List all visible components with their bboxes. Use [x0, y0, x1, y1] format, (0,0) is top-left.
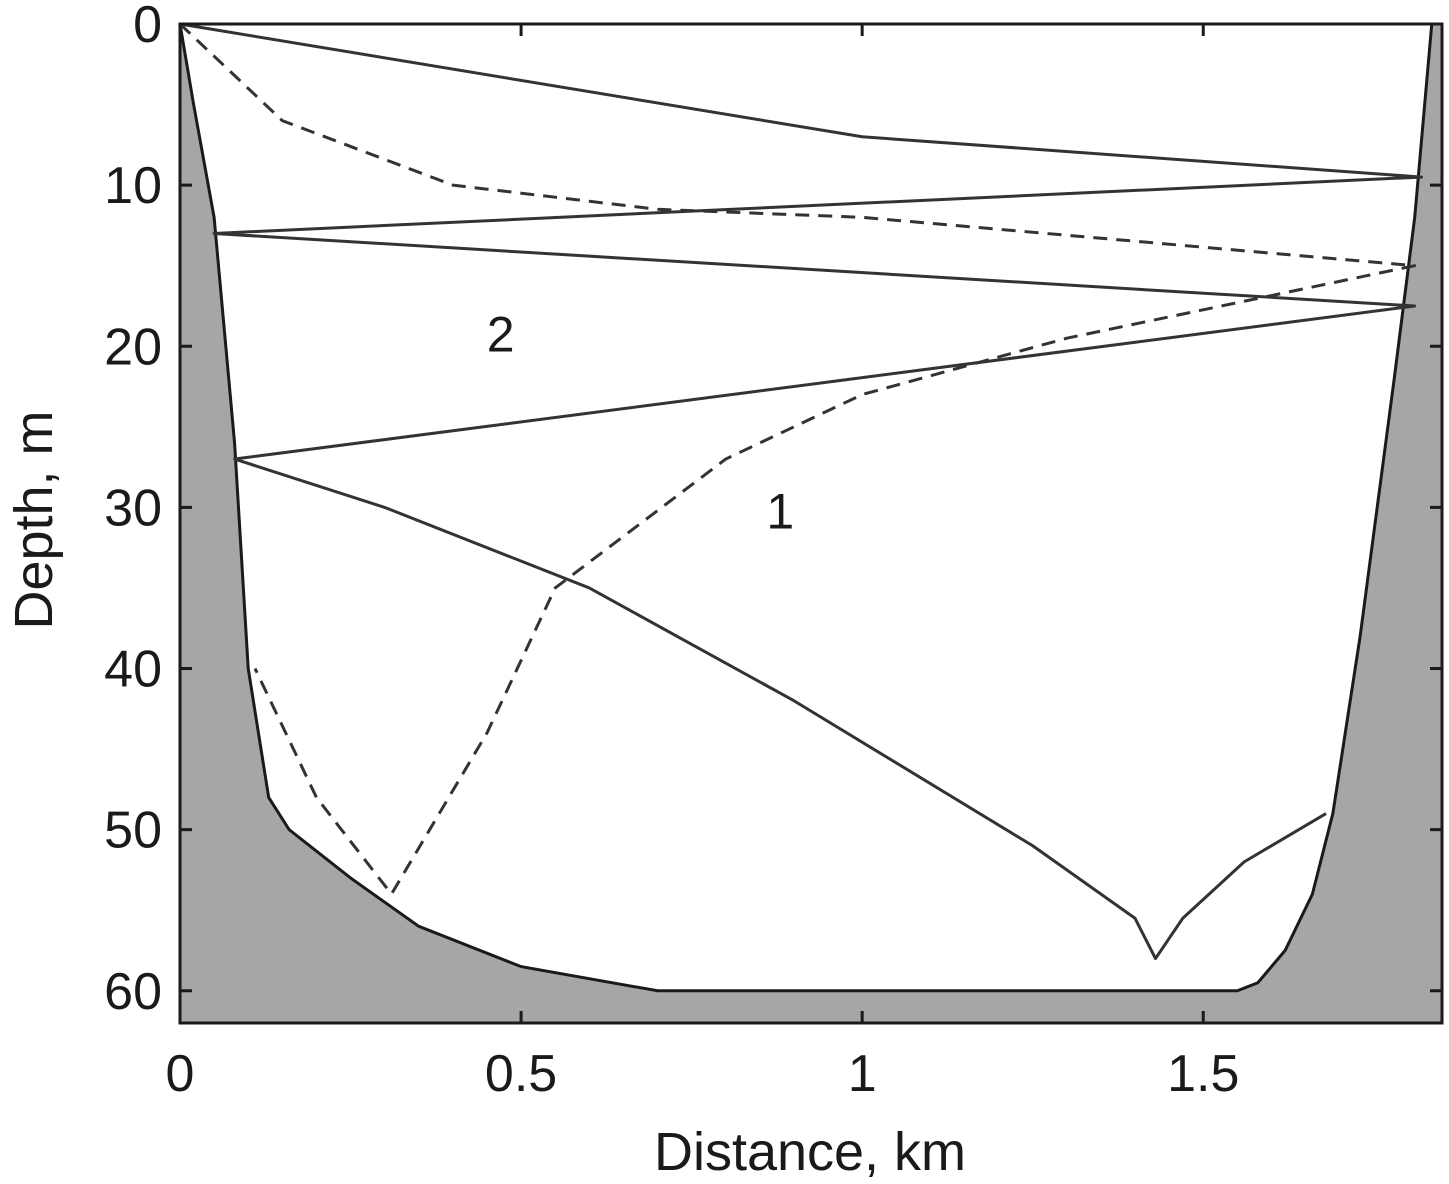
axes-frame — [178, 22, 1444, 1025]
y-tick-label: 30 — [104, 479, 162, 537]
x-tick-label: 0.5 — [485, 1045, 557, 1103]
y-tick-label: 0 — [133, 0, 162, 54]
ray-label-1: 1 — [766, 484, 794, 540]
x-tick-label: 1.5 — [1167, 1045, 1239, 1103]
plot-area: 21 — [178, 22, 1444, 1025]
y-tick-label: 40 — [104, 641, 162, 699]
axis-ticks: 0 0.5 1 1.5 0 10 20 30 40 50 60 — [104, 0, 1442, 1103]
y-tick-label: 20 — [104, 318, 162, 376]
y-axis-label: Depth, m — [4, 410, 64, 629]
x-axis-label: Distance, km — [654, 1122, 966, 1182]
ray-label-2: 2 — [487, 306, 515, 362]
seabed-fill — [180, 24, 1442, 1023]
x-tick-label: 1 — [848, 1045, 877, 1103]
y-tick-label: 60 — [104, 963, 162, 1021]
ray-series-2 — [179, 22, 1424, 961]
ray-series-1 — [178, 22, 1417, 896]
y-tick-label: 50 — [104, 802, 162, 860]
x-tick-label: 0 — [166, 1045, 195, 1103]
y-tick-label: 10 — [104, 157, 162, 215]
seabed-outline — [178, 23, 1434, 993]
